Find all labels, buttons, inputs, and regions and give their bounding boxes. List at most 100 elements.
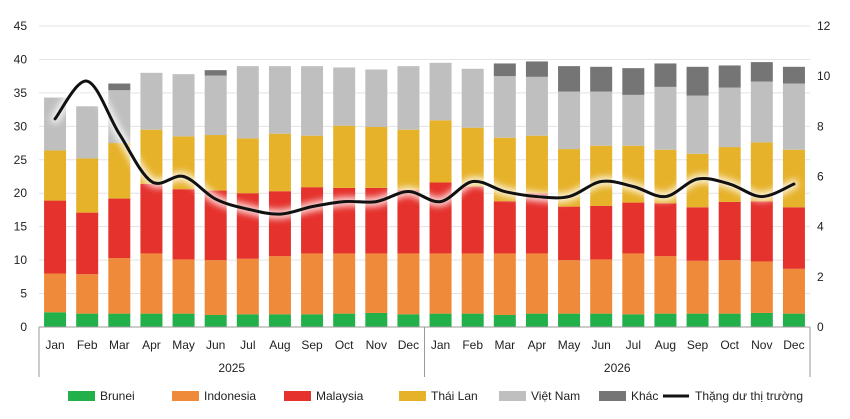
legend-label: Việt Nam — [531, 389, 580, 403]
bar-segment-brunei — [365, 312, 388, 327]
bar-segment-indonesia — [654, 256, 677, 314]
bar-segment-brunei — [686, 313, 709, 327]
y-right-tick-label: 10 — [817, 69, 831, 83]
bar-segment-malaysia — [718, 201, 741, 261]
bar-segment-malaysia — [44, 200, 67, 274]
legend-swatch — [172, 391, 199, 401]
bar-segment-brunei — [76, 313, 99, 327]
bar-segment-indonesia — [493, 253, 516, 315]
bar-segment-brunei — [268, 314, 291, 327]
y-left-tick-label: 25 — [14, 153, 28, 167]
year-label: 2025 — [218, 361, 245, 375]
x-tick-label: Jun — [592, 338, 611, 352]
x-tick-label: Nov — [751, 338, 772, 352]
bar-segment-indonesia — [172, 259, 195, 314]
bar-segment-malaysia — [204, 190, 227, 261]
bar-segment-brunei — [718, 313, 741, 327]
bar-segment-việt-nam — [140, 72, 163, 130]
bar-segment-indonesia — [108, 258, 131, 314]
bar-segment-brunei — [397, 314, 420, 327]
bar-segment-việt-nam — [525, 76, 548, 136]
bar-segment-khác — [718, 65, 741, 88]
bar-segment-brunei — [333, 313, 356, 327]
bar-segment-indonesia — [750, 261, 773, 313]
x-tick-label: Sep — [687, 338, 709, 352]
bar-segment-brunei — [493, 314, 516, 327]
bars — [44, 61, 805, 327]
bar-segment-brunei — [461, 313, 484, 327]
bar-segment-indonesia — [718, 260, 741, 314]
bar-segment-việt-nam — [301, 66, 324, 136]
bar-segment-việt-nam — [365, 69, 388, 128]
x-tick-label: Sep — [301, 338, 323, 352]
bar-segment-malaysia — [622, 202, 645, 254]
x-tick-label: Mar — [494, 338, 515, 352]
x-tick-label: Jun — [206, 338, 225, 352]
bar-segment-indonesia — [236, 258, 259, 315]
legend-swatch — [68, 391, 95, 401]
bar-segment-malaysia — [558, 206, 581, 261]
x-tick-label: Aug — [655, 338, 676, 352]
x-tick-label: Nov — [366, 338, 387, 352]
bar-segment-brunei — [204, 314, 227, 327]
x-tick-label: Apr — [528, 338, 547, 352]
bar-segment-brunei — [750, 312, 773, 327]
bar-segment-indonesia — [44, 273, 67, 313]
bar-segment-brunei — [558, 313, 581, 327]
bar-segment-indonesia — [525, 253, 548, 314]
bar-segment-indonesia — [590, 259, 613, 314]
bar-segment-indonesia — [558, 260, 581, 314]
legend-swatch — [599, 391, 626, 401]
legend-swatch — [499, 391, 526, 401]
bar-segment-việt-nam — [750, 81, 773, 143]
bar-segment-việt-nam — [558, 91, 581, 150]
legend-label: Malaysia — [316, 389, 364, 403]
bar-segment-brunei — [782, 313, 805, 327]
x-tick-label: Oct — [720, 338, 739, 352]
bar-segment-thái-lan — [204, 135, 227, 191]
x-tick-label: Apr — [142, 338, 161, 352]
y-left-tick-label: 10 — [14, 253, 28, 267]
x-tick-label: Feb — [462, 338, 483, 352]
surplus-line-glow — [50, 76, 799, 219]
bar-segment-indonesia — [461, 253, 484, 314]
bar-segment-việt-nam — [590, 91, 613, 146]
y-left-tick-label: 0 — [20, 320, 27, 334]
bar-segment-brunei — [590, 313, 613, 327]
bar-segment-việt-nam — [204, 75, 227, 136]
x-tick-label: Oct — [335, 338, 354, 352]
y-right-tick-label: 8 — [817, 119, 824, 133]
bar-segment-việt-nam — [654, 86, 677, 150]
bar-segment-thái-lan — [108, 143, 131, 199]
bar-segment-thái-lan — [750, 142, 773, 202]
bar-segment-malaysia — [493, 201, 516, 254]
x-tick-label: May — [172, 338, 195, 352]
bar-segment-indonesia — [429, 253, 452, 314]
y-right-tick-label: 6 — [817, 170, 824, 184]
bar-segment-khác — [654, 63, 677, 87]
bar-segment-indonesia — [622, 253, 645, 315]
bar-segment-indonesia — [686, 260, 709, 314]
bar-segment-malaysia — [76, 212, 99, 275]
bar-segment-thái-lan — [365, 127, 388, 188]
bar-segment-malaysia — [686, 207, 709, 261]
bar-segment-khác — [204, 70, 227, 76]
x-tick-label: Dec — [398, 338, 419, 352]
bar-segment-khác — [558, 66, 581, 92]
bar-segment-malaysia — [750, 201, 773, 262]
y-left-tick-label: 35 — [14, 86, 28, 100]
y-right-tick-label: 2 — [817, 270, 824, 284]
bar-segment-khác — [108, 83, 131, 91]
bar-segment-việt-nam — [718, 87, 741, 148]
bar-segment-indonesia — [397, 253, 420, 315]
legend: Brunei Indonesia Malaysia Thái Lan Việt Nam K… — [68, 389, 803, 403]
x-tick-label: Jul — [626, 338, 641, 352]
y-left-tick-label: 5 — [20, 287, 27, 301]
y-right-tick-label: 4 — [817, 220, 824, 234]
bar-segment-indonesia — [76, 274, 99, 314]
bar-segment-brunei — [44, 312, 67, 327]
bar-segment-khác — [493, 63, 516, 77]
bar-segment-brunei — [654, 313, 677, 327]
bar-segment-brunei — [301, 314, 324, 327]
